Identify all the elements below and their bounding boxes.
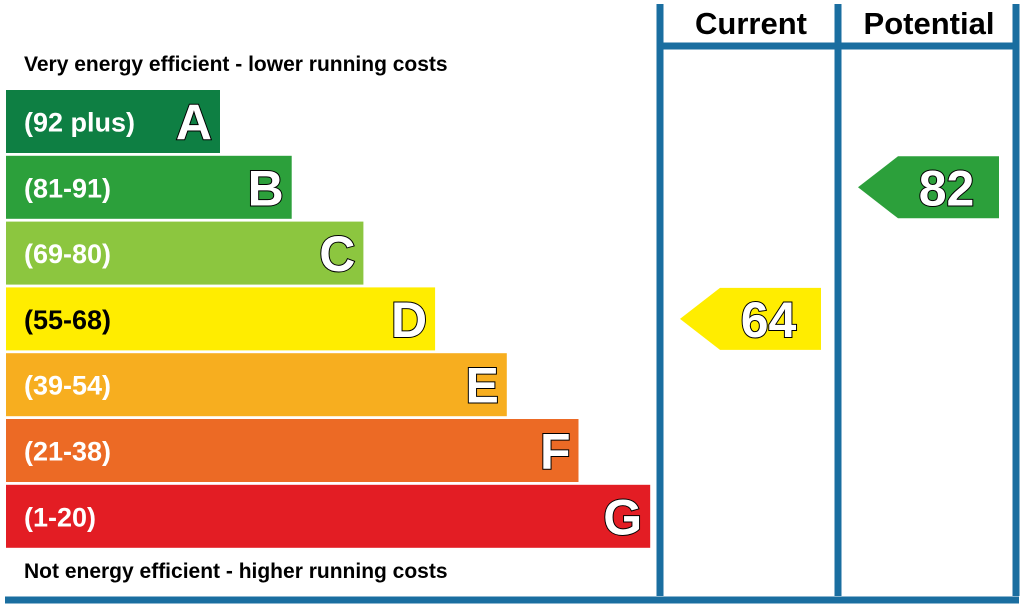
band-bar	[6, 287, 436, 351]
band-letter: F	[540, 424, 571, 480]
band-letter: G	[603, 489, 642, 545]
current-rating-arrow: 64	[680, 287, 821, 350]
band-bar	[6, 221, 364, 285]
band-bar	[6, 484, 651, 548]
band-range-label: (55-68)	[24, 305, 111, 335]
current-column-header: Current	[695, 6, 807, 41]
rating-arrows: 64 82	[680, 156, 999, 350]
band-f: (21-38) F	[6, 419, 579, 482]
band-letter: B	[248, 160, 284, 216]
band-bar	[6, 90, 220, 153]
band-range-label: (92 plus)	[24, 108, 135, 138]
band-range-label: (69-80)	[24, 239, 111, 269]
band-bar	[6, 155, 292, 219]
band-letter: E	[465, 358, 498, 414]
band-b: (81-91) B	[6, 155, 292, 219]
band-a: (92 plus) A	[6, 90, 220, 153]
band-e: (39-54) E	[6, 353, 507, 417]
band-letter: D	[391, 292, 427, 348]
band-bar	[6, 353, 507, 417]
band-range-label: (39-54)	[24, 371, 111, 401]
current-rating-arrow-shape	[680, 287, 821, 350]
band-range-label: (81-91)	[24, 173, 111, 203]
band-letter: C	[319, 226, 355, 282]
band-bar	[6, 419, 579, 482]
current-rating-arrow-value: 64	[741, 292, 797, 348]
band-g: (1-20) G	[6, 484, 651, 548]
potential-column-header: Potential	[864, 6, 995, 41]
potential-rating-arrow-value: 82	[919, 160, 975, 216]
top-caption: Very energy efficient - lower running co…	[24, 53, 448, 76]
potential-rating-arrow-shape	[858, 156, 999, 219]
band-c: (69-80) C	[6, 221, 364, 285]
potential-rating-arrow: 82	[858, 156, 999, 219]
bottom-caption: Not energy efficient - higher running co…	[24, 560, 448, 583]
band-range-label: (1-20)	[24, 502, 96, 532]
band-d: (55-68) D	[6, 287, 436, 351]
band-range-label: (21-38)	[24, 437, 111, 467]
chart-frame	[5, 4, 1020, 604]
rating-bands: (92 plus) A(81-91) B(69-80) C(55-68) D(39-54…	[6, 90, 651, 548]
band-letter: A	[176, 95, 212, 151]
